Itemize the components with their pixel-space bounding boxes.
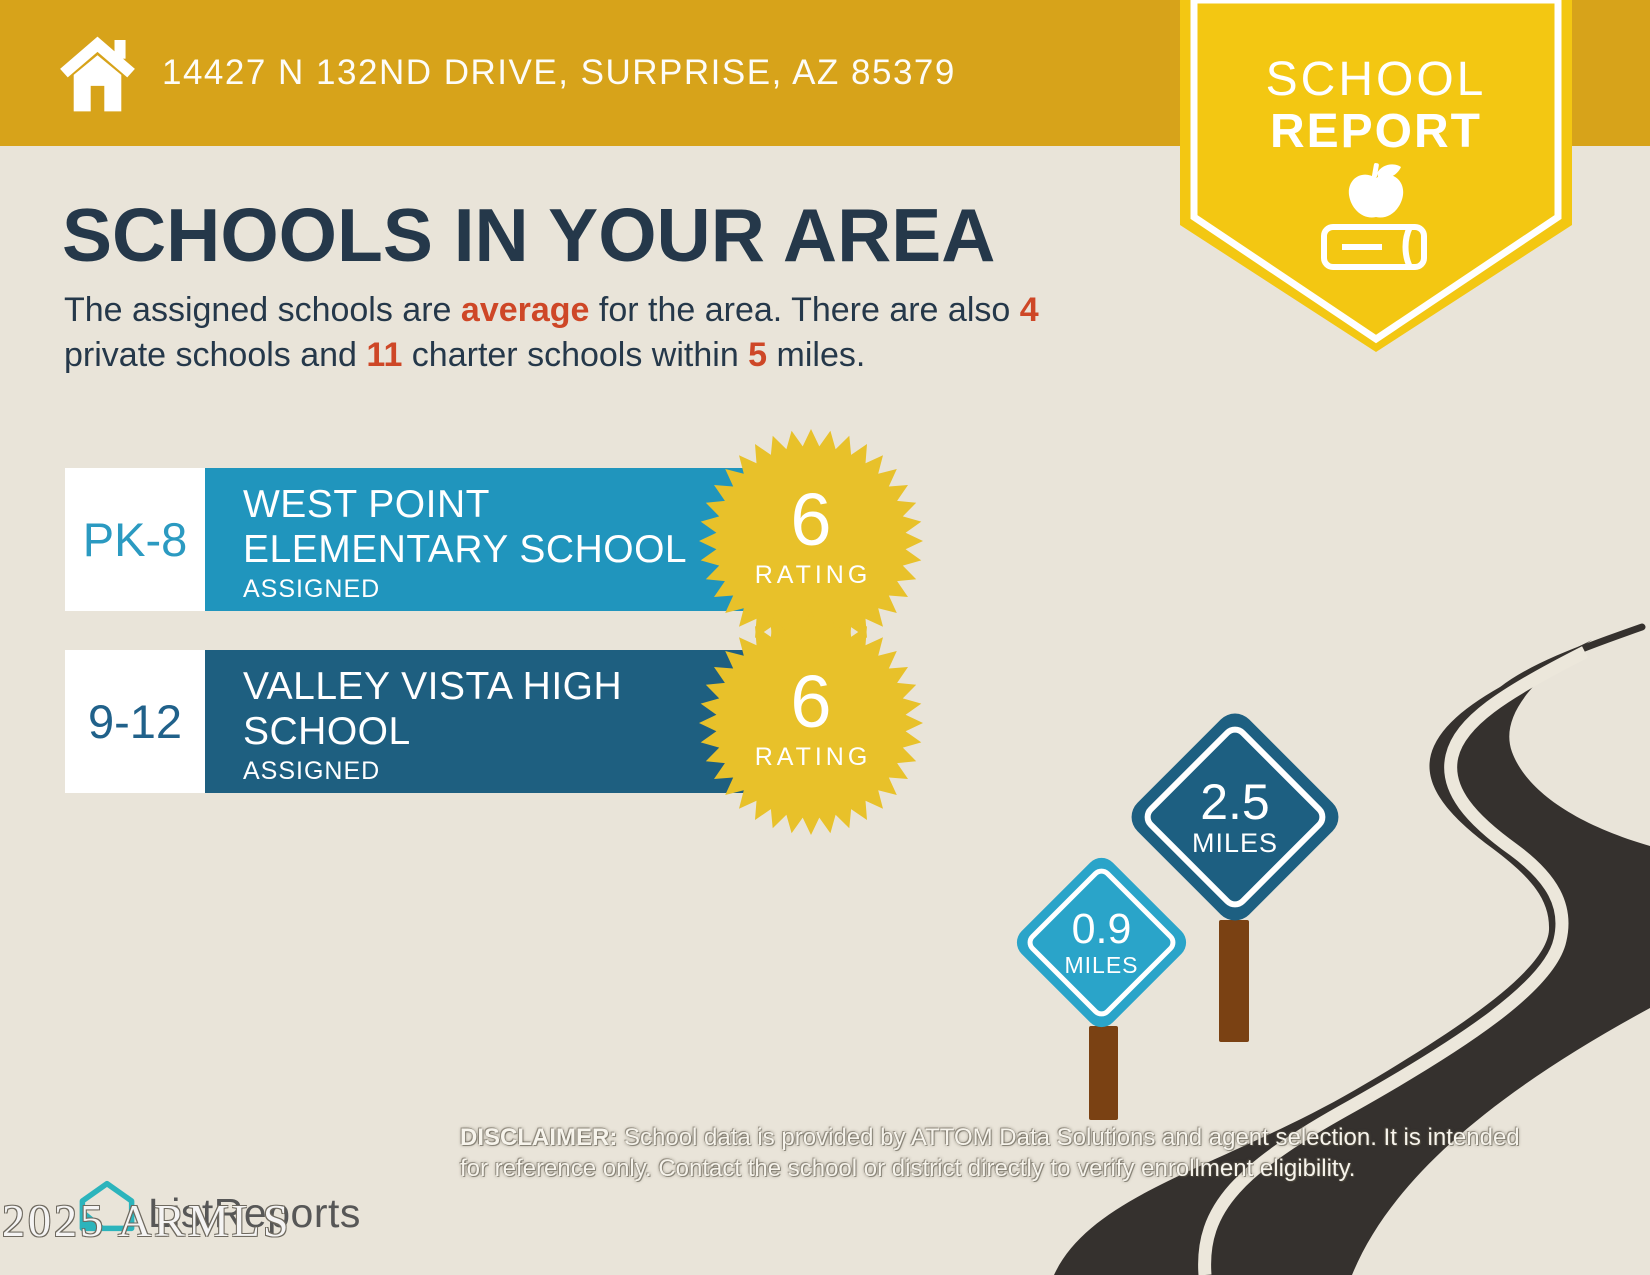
distance-sign-0-9-miles: 0.9 MILES	[1010, 851, 1193, 1034]
property-address: 14427 N 132ND DRIVE, SURPRISE, AZ 85379	[162, 53, 956, 92]
school-name-line2: SCHOOL	[243, 710, 411, 753]
sign-post-2-5	[1219, 920, 1249, 1042]
disclaimer-text: DISCLAIMER: School data is provided by A…	[460, 1122, 1550, 1184]
sign-post-0-9	[1089, 1026, 1118, 1120]
school-report-ribbon: SCHOOL REPORT	[1180, 0, 1572, 365]
ribbon-line1: SCHOOL	[1265, 53, 1487, 106]
sign-distance: 0.9	[1071, 904, 1132, 953]
school-row-high: 9-12 VALLEY VISTA HIGH SCHOOL ASSIGNED 6…	[65, 611, 965, 835]
page-title: SCHOOLS IN YOUR AREA	[62, 193, 996, 277]
starburst-shape	[699, 611, 923, 835]
school-status: ASSIGNED	[243, 757, 381, 785]
rating-value: 6	[790, 660, 831, 743]
road-body	[1054, 640, 1650, 1275]
intro-highlight-average: average	[460, 291, 590, 329]
intro-highlight-charter-count: 11	[366, 335, 403, 374]
home-icon	[60, 36, 135, 112]
rating-badge: 6 RATING	[699, 611, 923, 835]
school-row-elementary: PK-8 WEST POINT ELEMENTARY SCHOOL ASSIGN…	[65, 429, 965, 653]
school-name-bar: WEST POINT ELEMENTARY SCHOOL ASSIGNED	[205, 468, 762, 611]
book-icon	[1321, 224, 1427, 270]
school-name-line1: WEST POINT	[243, 483, 490, 526]
starburst-shape	[699, 429, 923, 653]
school-name-bar: VALLEY VISTA HIGH SCHOOL ASSIGNED	[205, 650, 762, 793]
school-name-line1: VALLEY VISTA HIGH	[243, 665, 623, 708]
ribbon-line2: REPORT	[1269, 105, 1482, 158]
intro-text: The assigned schools are	[64, 291, 461, 329]
road-center-line	[1198, 646, 1588, 1275]
intro-paragraph: The assigned schools are average for the…	[64, 291, 1039, 374]
rating-label: RATING	[755, 743, 872, 771]
armls-watermark: 2025 ARMLS	[2, 1195, 292, 1246]
rating-badge: 6 RATING	[699, 429, 923, 653]
sign-distance: 2.5	[1200, 773, 1270, 830]
disclaimer-label: DISCLAIMER:	[460, 1124, 618, 1151]
listreports-logo-text: ListReports	[148, 1190, 361, 1236]
school-status: ASSIGNED	[243, 575, 381, 603]
rating-label: RATING	[755, 561, 872, 589]
grade-range-badge: 9-12	[65, 650, 205, 793]
sign-unit: MILES	[1191, 827, 1279, 858]
intro-highlight-miles: 5	[748, 335, 768, 374]
disclaimer-line1: DISCLAIMER: School data is provided by A…	[460, 1124, 1520, 1151]
intro-highlight-private-count: 4	[1019, 291, 1039, 329]
disclaimer-line2: for reference only. Contact the school o…	[460, 1155, 1356, 1182]
sign-unit: MILES	[1064, 951, 1139, 978]
school-name-line2: ELEMENTARY SCHOOL	[243, 528, 688, 571]
grade-range-badge: PK-8	[65, 468, 205, 611]
listreports-house-icon	[79, 1180, 135, 1232]
apple-icon	[1348, 163, 1404, 218]
rating-value: 6	[790, 478, 831, 561]
